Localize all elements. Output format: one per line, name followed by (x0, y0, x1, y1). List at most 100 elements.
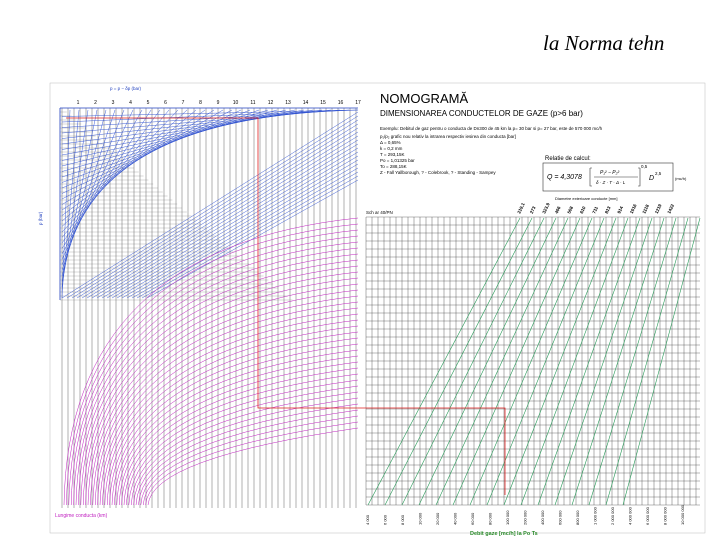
diameter: 406 (554, 205, 562, 214)
green-line (418, 217, 557, 506)
blue-line (61, 109, 359, 117)
top-tick: 3 (112, 100, 115, 106)
flow-tick: 60 000 (470, 512, 475, 525)
header-text: la Norma tehn (543, 31, 664, 55)
blue-line (61, 109, 278, 172)
blue-line (61, 109, 260, 183)
magenta-curve (75, 247, 359, 506)
top-tick: 11 (250, 100, 255, 106)
magenta-curve (73, 241, 359, 506)
blue-line (61, 109, 242, 194)
flow-tick: 100 000 (505, 510, 510, 525)
formula-d-exp: 2,5 (655, 171, 662, 176)
top-tick: 6 (164, 100, 167, 106)
param: To = 288,15K (380, 164, 407, 169)
magenta-curve (80, 259, 359, 506)
blue-line (111, 151, 359, 299)
flow-tick: 4 000 000 (628, 506, 633, 525)
magenta-curve (123, 367, 359, 506)
flow-tick: 6 000 (383, 514, 388, 525)
magenta-curve (114, 343, 359, 506)
blue-line (96, 139, 359, 299)
blue-line (116, 155, 359, 299)
magenta-curve (130, 385, 359, 506)
diameter: 508 (566, 205, 574, 214)
flow-tick: 40 000 (453, 512, 458, 525)
formula-left: Q = 4,3078 (547, 174, 582, 181)
magenta-curve (90, 283, 359, 506)
diameter: 273 (529, 205, 537, 214)
top-tick: 16 (338, 100, 344, 106)
blue-line (61, 109, 269, 178)
green-line (588, 217, 677, 506)
green-line (622, 217, 701, 506)
flow-tick: 20 000 (435, 512, 440, 525)
formula-brackets (589, 167, 641, 187)
diameter: 1118 (641, 203, 650, 214)
nomogram-lines (59, 107, 701, 508)
diameter: 711 (591, 205, 599, 214)
magenta-curve (85, 271, 359, 506)
blue-line (61, 109, 116, 271)
flow-tick: 1 000 000 (593, 506, 598, 525)
formula-num: P₁² − P₂² (600, 170, 620, 176)
frame (49, 82, 706, 534)
flow-tick: 8 000 000 (663, 506, 668, 525)
magenta-curve (118, 355, 359, 506)
labels: p₁/p₂ grafic nou relativ la intrarea res… (77, 100, 685, 525)
magenta-curve (147, 427, 359, 506)
diameter: 1219 (654, 203, 663, 215)
example: Exemplu: Debitul de gaz pentru o conduct… (380, 126, 603, 131)
green-line (554, 217, 653, 506)
magenta-curve (133, 391, 359, 506)
blue-line (61, 109, 143, 255)
magenta-curve (135, 397, 359, 506)
magenta-curve (145, 421, 359, 506)
magenta-curve (63, 217, 359, 506)
magenta-curve (87, 277, 359, 506)
blue-line (131, 167, 359, 299)
top-tick: 12 (268, 100, 274, 106)
green-line (384, 217, 533, 506)
diameter: 914 (616, 205, 624, 214)
flow-tick: 600 000 (558, 510, 563, 525)
blue-line (61, 109, 134, 260)
blue-line (61, 109, 161, 244)
blue-line (61, 109, 224, 205)
formula-d: D (649, 175, 654, 182)
magenta-curve (78, 253, 359, 506)
green-line (571, 217, 665, 506)
blue-line (121, 159, 359, 299)
blue-line (61, 109, 332, 139)
flow-tick: 800 000 (575, 510, 580, 525)
blue-line (66, 115, 359, 299)
blue-line (61, 109, 287, 167)
top-tick: 8 (199, 100, 202, 106)
diameter: 1016 (629, 203, 638, 215)
left-axis-label: p (bar) (38, 211, 43, 225)
param: Δ = 0,65% (380, 140, 401, 145)
param: k = 0,2 mm (380, 146, 403, 151)
blue-line (61, 109, 125, 266)
param: Z - Fall Yallborough, ? - Colebrook, ? -… (380, 170, 496, 175)
relation-title: Relatie de calcul: (545, 156, 591, 162)
magenta-curve (109, 331, 359, 506)
green-line (503, 217, 617, 506)
magenta-curve (82, 265, 359, 506)
magenta-curve (121, 361, 359, 506)
blue-line (61, 109, 188, 227)
magenta-curve (104, 319, 359, 506)
param: p₁/p₂ grafic nou relativ la intrarea res… (380, 134, 516, 139)
formula-exp: 0,5 (641, 164, 648, 169)
green-line (401, 217, 545, 506)
magenta-curve (111, 337, 359, 506)
top-tick: 7 (182, 100, 185, 106)
magenta-curve (99, 307, 359, 506)
diameter: 323,9 (541, 202, 551, 215)
diameter: 813 (604, 205, 612, 214)
flow-tick: 200 000 (523, 510, 528, 525)
diameter-title: Diametre exterioare conducte [mm] (555, 196, 617, 201)
top-tick: 9 (217, 100, 220, 106)
magenta-curve (140, 409, 359, 506)
blue-line (81, 127, 359, 299)
